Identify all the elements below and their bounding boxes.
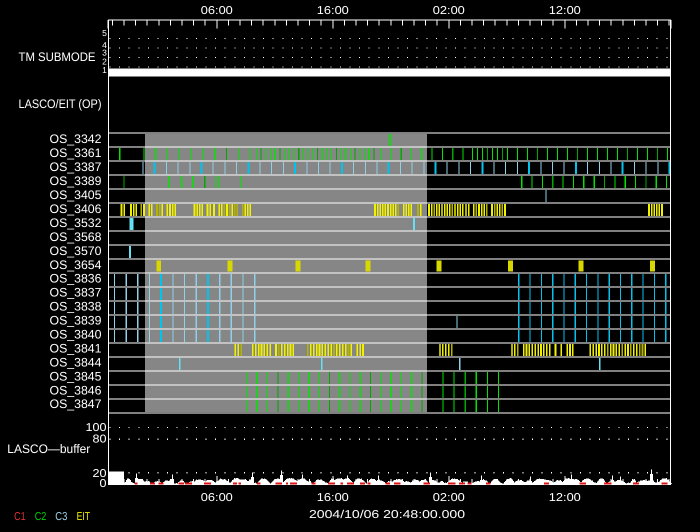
svg-text:C2: C2 bbox=[35, 511, 47, 523]
svg-text:100: 100 bbox=[86, 422, 107, 434]
svg-text:0: 0 bbox=[100, 478, 107, 490]
svg-text:1: 1 bbox=[102, 65, 107, 75]
svg-text:OS_3342: OS_3342 bbox=[50, 132, 102, 146]
svg-text:OS_3389: OS_3389 bbox=[50, 174, 102, 188]
svg-text:06:00: 06:00 bbox=[201, 492, 233, 504]
svg-text:OS_3838: OS_3838 bbox=[50, 300, 102, 314]
svg-text:OS_3846: OS_3846 bbox=[50, 383, 102, 397]
svg-text:TM SUBMODE: TM SUBMODE bbox=[19, 50, 96, 64]
svg-text:OS_3387: OS_3387 bbox=[50, 160, 102, 174]
svg-text:OS_3568: OS_3568 bbox=[50, 230, 102, 244]
svg-text:OS_3361: OS_3361 bbox=[50, 146, 102, 160]
svg-text:OS_3406: OS_3406 bbox=[50, 202, 102, 216]
svg-text:LASCO—buffer: LASCO—buffer bbox=[7, 442, 90, 456]
svg-text:OS_3405: OS_3405 bbox=[50, 188, 102, 202]
svg-text:80: 80 bbox=[93, 433, 107, 445]
svg-text:OS_3845: OS_3845 bbox=[50, 369, 102, 383]
svg-text:3: 3 bbox=[102, 48, 107, 58]
svg-text:C3: C3 bbox=[55, 511, 67, 523]
svg-text:OS_3841: OS_3841 bbox=[50, 341, 102, 355]
svg-text:06:00: 06:00 bbox=[201, 5, 233, 17]
svg-text:OS_3532: OS_3532 bbox=[50, 216, 102, 230]
svg-text:16:00: 16:00 bbox=[317, 5, 349, 17]
svg-text:EIT: EIT bbox=[77, 511, 90, 523]
svg-text:LASCO/EIT (OP): LASCO/EIT (OP) bbox=[19, 97, 102, 111]
svg-text:02:00: 02:00 bbox=[433, 492, 465, 504]
svg-text:16:00: 16:00 bbox=[317, 492, 349, 504]
svg-text:OS_3570: OS_3570 bbox=[50, 244, 102, 258]
svg-text:OS_3836: OS_3836 bbox=[50, 272, 102, 286]
svg-text:C1: C1 bbox=[14, 511, 26, 523]
svg-text:OS_3840: OS_3840 bbox=[50, 328, 102, 342]
svg-text:02:00: 02:00 bbox=[433, 5, 465, 17]
svg-text:2004/10/06 20:48:00.000: 2004/10/06 20:48:00.000 bbox=[309, 509, 465, 521]
svg-text:OS_3654: OS_3654 bbox=[50, 258, 102, 272]
svg-text:12:00: 12:00 bbox=[549, 5, 581, 17]
svg-text:12:00: 12:00 bbox=[549, 492, 581, 504]
svg-text:20: 20 bbox=[93, 468, 107, 480]
svg-text:OS_3847: OS_3847 bbox=[50, 397, 102, 411]
svg-text:4: 4 bbox=[102, 40, 107, 50]
svg-text:2: 2 bbox=[102, 57, 107, 67]
svg-text:OS_3844: OS_3844 bbox=[50, 355, 102, 369]
svg-text:OS_3837: OS_3837 bbox=[50, 286, 102, 300]
svg-text:OS_3839: OS_3839 bbox=[50, 314, 102, 328]
svg-text:5: 5 bbox=[102, 28, 107, 38]
